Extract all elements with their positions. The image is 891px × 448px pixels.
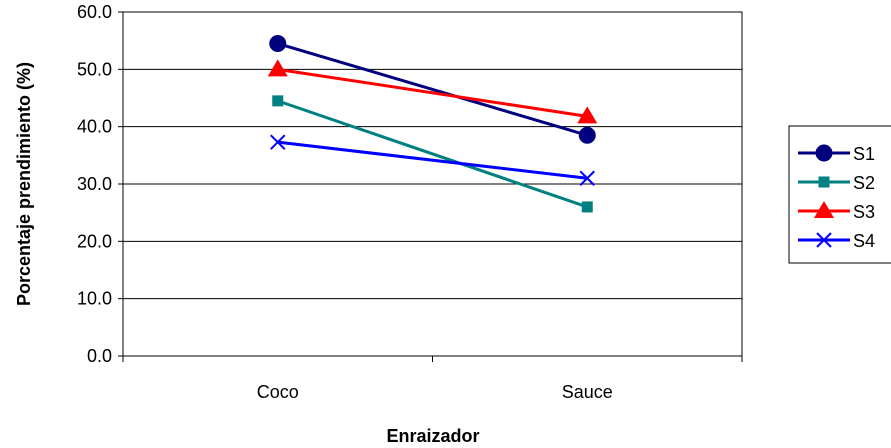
- legend-label: S4: [853, 231, 875, 251]
- y-tick-label: 50.0: [77, 59, 112, 79]
- y-tick-label: 20.0: [77, 231, 112, 251]
- series-layer: [267, 35, 598, 213]
- data-point: [577, 106, 598, 124]
- y-tick-label: 10.0: [77, 289, 112, 309]
- series-s3: [267, 59, 598, 124]
- legend-label: S1: [853, 144, 875, 164]
- legend-marker: [816, 232, 832, 248]
- series-line: [277, 67, 588, 118]
- legend-label: S3: [853, 202, 875, 222]
- series-s4: [270, 134, 595, 186]
- legend: S1 S2 S3 S4: [788, 125, 891, 264]
- legend-label: S2: [853, 173, 875, 193]
- legend-item-s4: S4: [798, 231, 875, 251]
- data-point: [579, 170, 595, 186]
- data-point: [267, 59, 288, 77]
- gridlines: [123, 68, 742, 300]
- data-point: [269, 35, 287, 53]
- y-tick-label: 40.0: [77, 117, 112, 137]
- legend-box: [788, 125, 891, 264]
- series-s1: [269, 35, 596, 144]
- legend-item-s3: S3: [798, 201, 875, 222]
- y-tick-label: 60.0: [77, 2, 112, 22]
- legend-marker: [814, 201, 834, 218]
- data-point: [581, 201, 593, 213]
- legend-item-s2: S2: [798, 173, 875, 193]
- legend-marker: [818, 176, 830, 188]
- legend-marker: [815, 144, 833, 162]
- x-tick-label: Sauce: [562, 382, 613, 402]
- x-tick-label: Coco: [257, 382, 299, 402]
- series-s2: [272, 95, 593, 213]
- series-line: [277, 99, 588, 209]
- y-tick-label: 0.0: [87, 346, 112, 366]
- y-axis-title: Porcentaje prendimiento (%): [14, 62, 34, 306]
- data-point: [270, 134, 286, 150]
- series-line: [277, 140, 588, 180]
- legend-item-s1: S1: [798, 144, 875, 164]
- series-line: [277, 42, 588, 137]
- data-point: [578, 126, 596, 144]
- axes: 0.0 10.0 20.0 30.0 40.0 50.0 60.0 Coco Sauce: [77, 2, 743, 402]
- data-point: [272, 95, 284, 107]
- y-tick-label: 30.0: [77, 174, 112, 194]
- x-axis-title: Enraizador: [386, 426, 479, 446]
